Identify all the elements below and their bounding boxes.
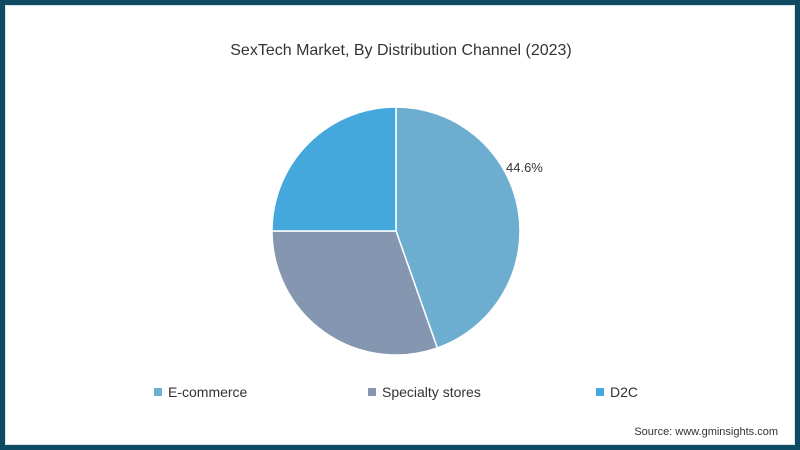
pie-slice-d2c[interactable] <box>271 106 397 232</box>
chart-title: SexTech Market, By Distribution Channel … <box>230 42 572 59</box>
legend-label: D2C <box>610 384 639 400</box>
legend-label: E-commerce <box>168 384 248 400</box>
legend-swatch <box>596 388 604 396</box>
legend-item-ecommerce[interactable]: E-commerce <box>154 384 247 400</box>
pie-chart: 44.6% <box>271 106 543 356</box>
pie-slice-e-commerce[interactable] <box>395 106 521 349</box>
data-label-ecommerce: 44.6% <box>506 160 543 175</box>
pie-slice-specialty-stores[interactable] <box>271 230 439 356</box>
legend-swatch <box>154 388 162 396</box>
source-note: Source: www.gminsights.com <box>634 426 778 438</box>
legend-item-specialty-stores[interactable]: Specialty stores <box>368 384 481 400</box>
legend-item-d2c[interactable]: D2C <box>596 384 638 400</box>
legend-swatch <box>368 388 376 396</box>
chart-frame: SexTech Market, By Distribution Channel … <box>5 5 795 445</box>
legend: E-commerce Specialty stores D2C <box>6 384 796 404</box>
legend-label: Specialty stores <box>382 384 481 400</box>
